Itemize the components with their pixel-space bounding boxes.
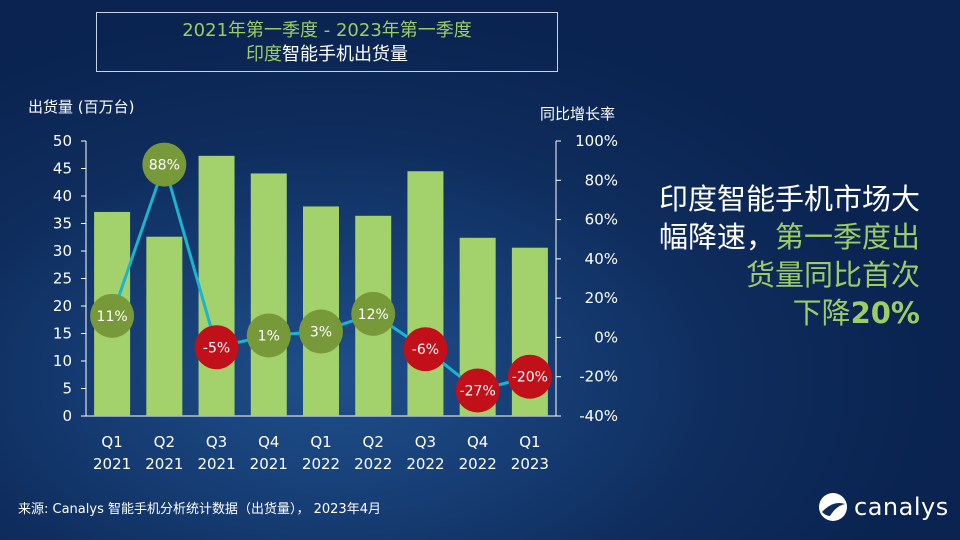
x-tick-label-quarter: Q1 bbox=[101, 433, 122, 451]
source-note: 来源: Canalys 智能手机分析统计数据（出货量）， 2023年4月 bbox=[18, 502, 381, 517]
x-tick-label-quarter: Q1 bbox=[519, 433, 540, 451]
chart-title-box: 2021年第一季度 - 2023年第一季度 印度智能手机出货量 bbox=[96, 12, 558, 72]
growth-label: 12% bbox=[358, 307, 389, 323]
growth-marker bbox=[246, 313, 291, 358]
growth-marker bbox=[403, 327, 448, 372]
y-tick-label-right: 0% bbox=[594, 328, 618, 346]
y-tick-label-left: 50 bbox=[53, 132, 72, 150]
headline-part3-bold: 20% bbox=[850, 296, 920, 330]
growth-label: 1% bbox=[258, 328, 280, 344]
growth-label: 3% bbox=[310, 325, 332, 341]
canalys-logo-text: canalys bbox=[854, 493, 949, 521]
growth-label: 11% bbox=[97, 309, 128, 325]
growth-label: -6% bbox=[412, 342, 439, 358]
chart-title-highlight: 印度 bbox=[246, 44, 282, 65]
growth-marker bbox=[142, 142, 187, 187]
x-tick-label-quarter: Q4 bbox=[467, 433, 488, 451]
growth-label: -27% bbox=[460, 383, 496, 399]
canalys-logo: canalys bbox=[818, 490, 949, 524]
y-axis-right-label: 同比增长率 bbox=[540, 105, 616, 123]
x-tick-label-quarter: Q2 bbox=[154, 433, 175, 451]
y-tick-label-left: 35 bbox=[53, 215, 72, 233]
growth-label: 88% bbox=[149, 158, 180, 174]
growth-label: -20% bbox=[512, 370, 548, 386]
headline-part3-prefix: 下降 bbox=[792, 296, 851, 330]
bar bbox=[250, 173, 287, 416]
x-tick-label-year: 2022 bbox=[302, 455, 340, 473]
combo-chart: 0 5 10 15 20 25 30 35 40 45 50 -40% -20% 0% 20% 40% 60% 8… bbox=[53, 132, 618, 473]
x-tick-label-year: 2022 bbox=[406, 455, 444, 473]
bar bbox=[407, 171, 444, 416]
bar bbox=[146, 236, 183, 416]
x-tick-label-quarter: Q1 bbox=[310, 433, 331, 451]
growth-marker bbox=[351, 291, 396, 336]
growth-marker bbox=[507, 354, 552, 399]
y-tick-label-right: 80% bbox=[585, 171, 618, 189]
growth-marker bbox=[455, 368, 500, 413]
headline-part2: 第一季度出货量同比首次 bbox=[745, 220, 920, 292]
headline-part1: 印度智能手机市场大幅降速， bbox=[658, 182, 920, 254]
growth-marker bbox=[194, 325, 239, 370]
bar bbox=[198, 155, 235, 416]
x-tick-label-year: 2021 bbox=[93, 455, 131, 473]
y-tick-label-left: 30 bbox=[53, 242, 72, 260]
y-tick-label-right: 100% bbox=[575, 132, 618, 150]
x-tick-label-quarter: Q3 bbox=[415, 433, 436, 451]
y-tick-label-left: 0 bbox=[62, 407, 72, 425]
x-tick-label-quarter: Q2 bbox=[363, 433, 384, 451]
growth-marker bbox=[299, 309, 343, 354]
chart-title-line1: 2021年第一季度 - 2023年第一季度 bbox=[182, 20, 472, 41]
y-tick-label-left: 45 bbox=[53, 160, 72, 178]
chart-title-rest: 智能手机出货量 bbox=[282, 44, 408, 65]
growth-label: -5% bbox=[203, 340, 230, 356]
chart-title-line2: 印度智能手机出货量 bbox=[97, 43, 557, 67]
y-tick-label-left: 25 bbox=[53, 270, 72, 288]
y-tick-label-right: 40% bbox=[585, 250, 618, 268]
y-axis-left-label: 出货量 (百万台) bbox=[28, 98, 135, 116]
y-tick-label-left: 10 bbox=[53, 352, 72, 370]
y-tick-label-left: 20 bbox=[53, 297, 72, 315]
x-tick-label-year: 2022 bbox=[459, 455, 497, 473]
x-tick-label-year: 2023 bbox=[511, 455, 549, 473]
x-tick-label-quarter: Q3 bbox=[206, 433, 227, 451]
headline: 印度智能手机市场大幅降速，第一季度出货量同比首次下降20% bbox=[640, 180, 920, 332]
y-tick-label-right: -40% bbox=[579, 407, 618, 425]
x-tick-label-year: 2021 bbox=[197, 455, 235, 473]
y-tick-label-right: -20% bbox=[579, 368, 618, 386]
canalys-logo-icon bbox=[819, 493, 847, 521]
growth-marker bbox=[90, 293, 135, 338]
x-tick-label-quarter: Q4 bbox=[258, 433, 279, 451]
y-tick-label-left: 5 bbox=[62, 380, 72, 398]
x-tick-label-year: 2021 bbox=[250, 455, 288, 473]
y-tick-label-left: 15 bbox=[53, 325, 72, 343]
x-tick-label-year: 2022 bbox=[354, 455, 392, 473]
y-tick-label-right: 60% bbox=[585, 211, 618, 229]
y-tick-label-right: 20% bbox=[585, 289, 618, 307]
y-tick-label-left: 40 bbox=[53, 187, 72, 205]
x-tick-label-year: 2021 bbox=[145, 455, 183, 473]
